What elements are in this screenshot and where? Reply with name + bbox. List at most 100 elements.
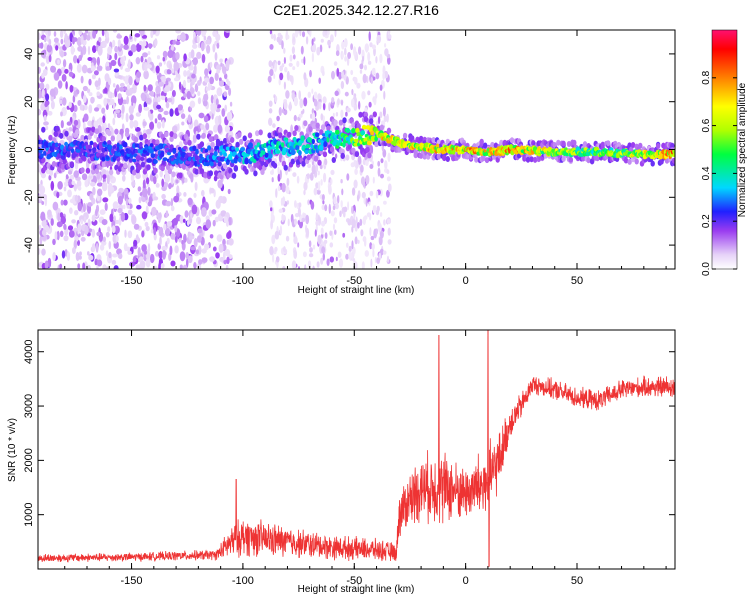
spectrogram-noise-cell: [375, 72, 380, 80]
snr-x-tick-label: -100: [232, 575, 254, 587]
spectrogram-noise-cell: [87, 202, 93, 207]
spectrogram-ridge-halo: [215, 138, 221, 145]
spectrogram-ridge-halo: [237, 132, 242, 138]
snr-y-axis-label: SNR (10 * v/v): [7, 418, 18, 482]
spectrogram-ridge-cell: [355, 127, 360, 134]
spectrogram-ridge-halo: [247, 132, 253, 139]
spectrogram-noise-cell: [173, 217, 178, 226]
spectrogram-noise-cell: [144, 61, 148, 72]
spectrogram-noise-cell: [337, 98, 340, 106]
spectrogram-noise-cell: [308, 240, 312, 248]
spectrogram-ridge-halo: [124, 127, 130, 134]
spectrogram-noise-cell: [360, 229, 364, 237]
spectrogram-noise-cell: [382, 71, 386, 80]
spectrogram-ridge-cell: [345, 127, 351, 134]
spectrogram-noise-cell: [44, 260, 49, 269]
spectrogram-noise-cell: [281, 213, 285, 223]
spectrogram-noise-cell: [313, 91, 318, 100]
spectrogram-ridge-halo: [623, 157, 629, 164]
spectrogram-noise-cell: [140, 55, 144, 63]
spectrogram-noise-cell: [67, 189, 72, 198]
spectrogram-noise-cell: [330, 34, 334, 43]
spectrogram-noise-cell: [292, 54, 296, 60]
spectrogram-ridge-halo: [108, 169, 114, 176]
spectrogram-noise-cell: [341, 70, 345, 79]
spectrogram-noise-cell: [320, 113, 324, 121]
spectrogram-noise-cell: [155, 85, 161, 95]
spectrogram-ridge-halo: [67, 135, 73, 142]
spectrogram-noise-cell: [47, 209, 52, 218]
spectrogram-noise-cell: [106, 174, 110, 185]
spectrogram-noise-cell: [104, 87, 108, 94]
spectrogram-ridge-halo: [235, 141, 240, 148]
spectrogram-noise-cell: [59, 230, 64, 237]
spectrogram-noise-cell: [282, 196, 286, 205]
spectrogram-noise-cell: [345, 253, 349, 260]
spectrogram-noise-cell: [353, 179, 358, 189]
spectrogram-noise-cell: [153, 227, 157, 236]
spectrogram-noise-cell: [170, 95, 175, 105]
spectrogram-ridge-halo: [107, 130, 112, 137]
spectrogram-noise-cell: [104, 73, 110, 82]
spectrogram-noise-cell: [271, 177, 274, 183]
spectrogram-ridge-cell: [248, 142, 253, 149]
spectrogram-noise-cell: [166, 221, 173, 227]
spectrogram-noise-cell: [194, 181, 198, 191]
spectrogram-noise-cell: [165, 200, 172, 207]
spectrogram-noise-cell: [359, 69, 363, 74]
spectrogram-noise-cell: [347, 201, 350, 211]
spectrogram-ridge-cell: [672, 152, 675, 157]
spectrogram-ridge-halo: [474, 156, 479, 163]
spectrogram-noise-cell: [316, 189, 321, 195]
spectrogram-ridge-cell: [270, 146, 276, 150]
spectrogram-noise-cell: [311, 88, 314, 94]
spectrogram-noise-cell: [61, 250, 66, 259]
spectrogram-noise-cell: [303, 72, 307, 81]
spectrogram-noise-cell: [150, 229, 154, 234]
spectrogram-ridge-halo: [153, 167, 158, 174]
spectrogram-noise-cell: [66, 251, 71, 261]
spectrogram-noise-cell: [128, 76, 133, 86]
spectrogram-noise-cell: [53, 31, 57, 37]
spectrogram-noise-cell: [287, 166, 291, 172]
spectrogram-noise-cell: [372, 44, 376, 50]
spectrogram-noise-cell: [91, 214, 96, 222]
spectrogram-ridge-halo: [267, 132, 272, 139]
spectrogram-noise-cell: [145, 128, 152, 135]
spectrogram-noise-cell: [375, 56, 378, 64]
spectrogram-noise-cell: [379, 212, 383, 217]
spectrogram-noise-cell: [216, 234, 223, 243]
spectrogram-noise-cell: [196, 235, 202, 243]
spectrogram-ridge-cell: [80, 148, 84, 153]
spectrogram-noise-cell: [311, 112, 316, 122]
spectrogram-noise-cell: [347, 52, 351, 59]
spectrogram-ridge-cell: [254, 145, 258, 151]
spectrogram-noise-cell: [201, 53, 206, 64]
spectrogram-noise-cell: [41, 229, 47, 236]
spectrogram-noise-cell: [200, 41, 205, 52]
spectrogram-noise-cell: [288, 62, 293, 67]
spectrogram-ridge-halo: [326, 125, 331, 132]
spectrogram-noise-cell: [321, 220, 326, 227]
spectrogram-noise-cell: [164, 96, 168, 103]
spectrogram-ridge-halo: [490, 141, 495, 148]
spectrogram-ridge-halo: [230, 137, 235, 143]
spectrogram-noise-cell: [79, 251, 82, 256]
spectrogram-noise-cell: [315, 220, 319, 226]
spectrogram-noise-cell: [198, 112, 205, 119]
spectrogram-noise-cell: [291, 260, 297, 269]
spectrogram-ridge-halo: [290, 158, 295, 165]
spectrogram-noise-cell: [117, 195, 123, 205]
spectrogram-noise-cell: [299, 98, 304, 109]
spectrogram-x-axis-label: Height of straight line (km): [298, 285, 415, 296]
spectrogram-noise-cell: [179, 215, 184, 224]
spectrogram-noise-cell: [107, 123, 111, 128]
spectrogram-noise-cell: [277, 185, 281, 192]
spectrogram-noise-cell: [354, 168, 358, 175]
spectrogram-noise-cell: [141, 211, 148, 220]
spectrogram-noise-cell: [297, 242, 300, 248]
spectrogram-ridge-halo: [306, 154, 311, 161]
spectrogram-ridge-cell: [240, 147, 245, 152]
spectrogram-ridge-cell: [132, 158, 137, 163]
spectrogram-noise-cell: [170, 175, 174, 185]
